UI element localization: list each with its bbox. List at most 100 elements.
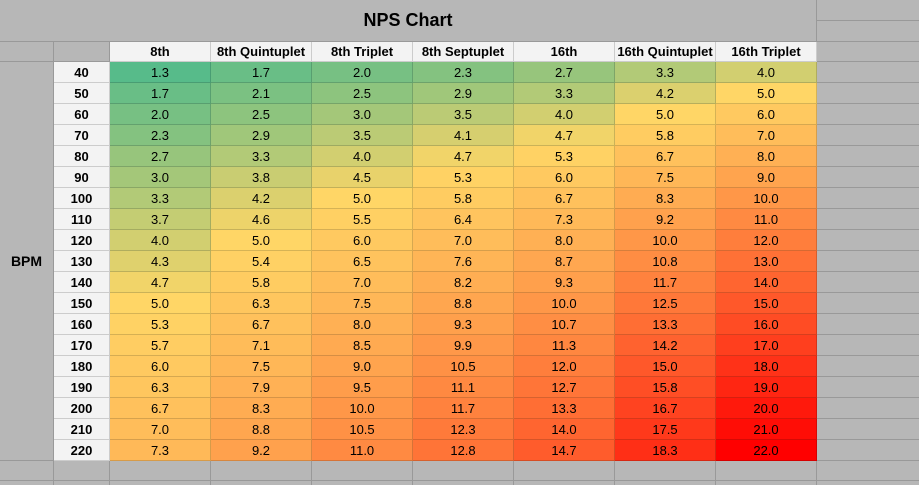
data-cell[interactable]: 10.0 [716, 188, 817, 209]
data-cell[interactable]: 5.7 [110, 335, 211, 356]
data-cell[interactable]: 16.0 [716, 314, 817, 335]
data-cell[interactable]: 7.5 [615, 167, 716, 188]
data-cell[interactable]: 11.0 [716, 209, 817, 230]
data-cell[interactable]: 4.3 [110, 251, 211, 272]
empty-cell[interactable] [413, 461, 514, 481]
data-cell[interactable]: 3.3 [514, 83, 615, 104]
data-cell[interactable]: 19.0 [716, 377, 817, 398]
empty-cell[interactable] [716, 461, 817, 481]
data-cell[interactable]: 4.7 [110, 272, 211, 293]
data-cell[interactable]: 4.0 [110, 230, 211, 251]
data-cell[interactable]: 7.3 [110, 440, 211, 461]
data-cell[interactable]: 9.3 [413, 314, 514, 335]
row-header-cell[interactable]: 210 [54, 419, 110, 440]
data-cell[interactable]: 11.1 [413, 377, 514, 398]
data-cell[interactable]: 6.7 [110, 398, 211, 419]
data-cell[interactable]: 7.1 [211, 335, 312, 356]
data-cell[interactable]: 2.9 [413, 83, 514, 104]
data-cell[interactable]: 3.8 [211, 167, 312, 188]
column-header-cell[interactable]: 8th [110, 42, 211, 62]
data-cell[interactable]: 10.0 [514, 293, 615, 314]
empty-cell[interactable] [817, 335, 919, 356]
data-cell[interactable]: 18.0 [716, 356, 817, 377]
data-cell[interactable]: 2.0 [312, 62, 413, 83]
bpm-axis-label-cell[interactable]: BPM [0, 62, 54, 461]
empty-cell[interactable] [615, 461, 716, 481]
empty-cell[interactable] [817, 398, 919, 419]
data-cell[interactable]: 7.0 [110, 419, 211, 440]
column-header-cell[interactable]: 16th [514, 42, 615, 62]
data-cell[interactable]: 7.3 [514, 209, 615, 230]
data-cell[interactable]: 12.7 [514, 377, 615, 398]
data-cell[interactable]: 5.5 [312, 209, 413, 230]
data-cell[interactable]: 10.8 [615, 251, 716, 272]
data-cell[interactable]: 6.7 [514, 188, 615, 209]
data-cell[interactable]: 4.5 [312, 167, 413, 188]
column-header-cell[interactable]: 16th Triplet [716, 42, 817, 62]
data-cell[interactable]: 21.0 [716, 419, 817, 440]
row-header-cell[interactable]: 120 [54, 230, 110, 251]
column-header-cell[interactable]: 16th Quintuplet [615, 42, 716, 62]
data-cell[interactable]: 13.3 [615, 314, 716, 335]
data-cell[interactable]: 12.0 [716, 230, 817, 251]
row-header-cell[interactable]: 110 [54, 209, 110, 230]
row-header-cell[interactable]: 60 [54, 104, 110, 125]
data-cell[interactable]: 5.8 [211, 272, 312, 293]
data-cell[interactable]: 5.0 [211, 230, 312, 251]
empty-cell[interactable] [817, 83, 919, 104]
data-cell[interactable]: 7.6 [413, 251, 514, 272]
data-cell[interactable]: 4.0 [716, 62, 817, 83]
data-cell[interactable]: 6.4 [413, 209, 514, 230]
row-header-cell[interactable]: 220 [54, 440, 110, 461]
data-cell[interactable]: 8.8 [413, 293, 514, 314]
empty-cell[interactable] [817, 104, 919, 125]
empty-cell[interactable] [514, 481, 615, 485]
data-cell[interactable]: 8.0 [716, 146, 817, 167]
empty-cell[interactable] [615, 481, 716, 485]
empty-cell[interactable] [312, 461, 413, 481]
data-cell[interactable]: 1.7 [211, 62, 312, 83]
empty-cell[interactable] [817, 377, 919, 398]
empty-cell[interactable] [817, 21, 919, 42]
data-cell[interactable]: 10.7 [514, 314, 615, 335]
empty-cell[interactable] [0, 461, 54, 481]
data-cell[interactable]: 6.0 [110, 356, 211, 377]
data-cell[interactable]: 4.2 [615, 83, 716, 104]
empty-cell[interactable] [817, 481, 919, 485]
row-header-cell[interactable]: 140 [54, 272, 110, 293]
empty-cell[interactable] [817, 125, 919, 146]
data-cell[interactable]: 14.0 [716, 272, 817, 293]
empty-cell[interactable] [817, 209, 919, 230]
empty-cell[interactable] [54, 481, 110, 485]
data-cell[interactable]: 5.0 [615, 104, 716, 125]
empty-cell[interactable] [817, 461, 919, 481]
data-cell[interactable]: 2.7 [110, 146, 211, 167]
data-cell[interactable]: 20.0 [716, 398, 817, 419]
data-cell[interactable]: 7.5 [211, 356, 312, 377]
row-header-cell[interactable]: 150 [54, 293, 110, 314]
data-cell[interactable]: 2.1 [211, 83, 312, 104]
data-cell[interactable]: 14.7 [514, 440, 615, 461]
data-cell[interactable]: 5.3 [413, 167, 514, 188]
row-header-cell[interactable]: 190 [54, 377, 110, 398]
row-header-cell[interactable]: 200 [54, 398, 110, 419]
data-cell[interactable]: 3.0 [110, 167, 211, 188]
data-cell[interactable]: 6.7 [211, 314, 312, 335]
data-cell[interactable]: 12.0 [514, 356, 615, 377]
data-cell[interactable]: 6.3 [211, 293, 312, 314]
data-cell[interactable]: 4.1 [413, 125, 514, 146]
empty-cell[interactable] [817, 188, 919, 209]
data-cell[interactable]: 13.0 [716, 251, 817, 272]
row-header-cell[interactable]: 40 [54, 62, 110, 83]
data-cell[interactable]: 5.8 [413, 188, 514, 209]
chart-title-cell[interactable]: NPS Chart [0, 0, 817, 42]
data-cell[interactable]: 6.0 [716, 104, 817, 125]
data-cell[interactable]: 8.0 [514, 230, 615, 251]
column-header-cell[interactable]: 8th Quintuplet [211, 42, 312, 62]
data-cell[interactable]: 12.5 [615, 293, 716, 314]
data-cell[interactable]: 14.0 [514, 419, 615, 440]
empty-cell[interactable] [0, 481, 54, 485]
column-header-cell[interactable]: 8th Triplet [312, 42, 413, 62]
data-cell[interactable]: 1.3 [110, 62, 211, 83]
empty-cell[interactable] [817, 42, 919, 62]
